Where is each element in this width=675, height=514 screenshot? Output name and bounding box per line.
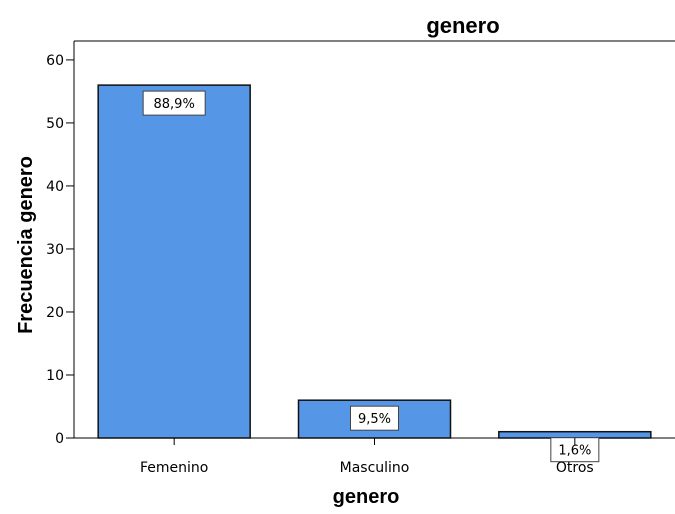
y-tick-label: 10 xyxy=(46,368,64,384)
y-tick-label: 0 xyxy=(55,431,64,447)
data-label: 1,6% xyxy=(558,444,591,459)
bar xyxy=(498,430,652,439)
y-tick-label: 60 xyxy=(46,53,64,69)
x-tick-label: Otros xyxy=(556,460,594,476)
data-label: 88,9% xyxy=(154,97,195,112)
y-axis-title: Frecuencia genero xyxy=(15,156,37,334)
data-label-box xyxy=(142,90,206,116)
data-label: 9,5% xyxy=(358,412,391,427)
x-axis-ticks: Femenino Masculino Otros xyxy=(140,438,594,476)
bar xyxy=(97,84,251,439)
x-tick-label: Masculino xyxy=(340,460,410,476)
y-axis-ticks: 0 10 20 30 40 50 60 xyxy=(46,53,74,447)
y-tick-label: 30 xyxy=(46,242,64,258)
x-axis-title: genero xyxy=(333,486,400,508)
y-tick-label: 50 xyxy=(46,116,64,132)
data-label-box xyxy=(350,405,399,431)
y-tick-label: 40 xyxy=(46,179,64,195)
bar-group: 88,9% 9,5% 1,6% xyxy=(97,84,652,463)
x-tick-label: Femenino xyxy=(140,460,208,476)
y-tick-label: 20 xyxy=(46,305,64,321)
chart-title: genero xyxy=(426,13,499,38)
